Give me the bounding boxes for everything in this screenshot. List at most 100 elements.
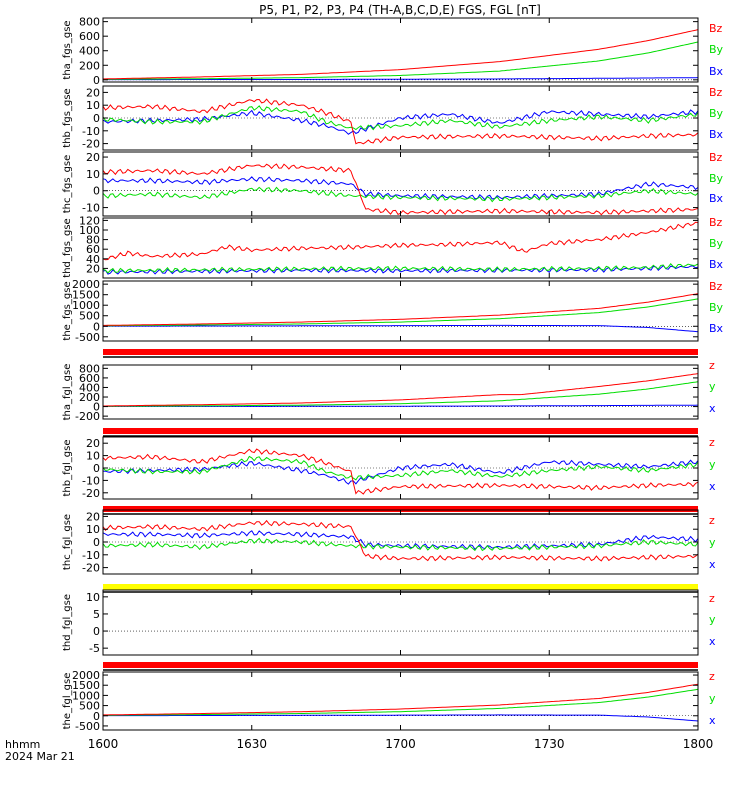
y-tick-label: 100	[79, 224, 100, 237]
y-tick-label: 800	[79, 16, 100, 29]
y-tick-label: 400	[79, 381, 100, 394]
y-tick-label: 600	[79, 372, 100, 385]
x-axis-label-hhmm: hhmm	[5, 738, 40, 751]
status-bar	[103, 506, 698, 512]
y-tick-label: 0	[93, 625, 100, 638]
y-axis-label: thb_fgs_gse	[62, 88, 73, 147]
y-tick-label: 0	[93, 536, 100, 549]
series-x-line	[102, 109, 699, 135]
series-y-line	[102, 537, 699, 552]
series-z-line	[102, 448, 699, 495]
y-tick-label: 10	[86, 450, 100, 463]
y-tick-label: 0	[93, 320, 100, 333]
legend-entry: Bz	[709, 216, 723, 229]
y-tick-label: 0	[93, 462, 100, 475]
panel-frame	[102, 17, 699, 83]
legend-entry: By	[709, 237, 724, 250]
legend-entry: Bx	[709, 65, 724, 78]
y-tick-label: 40	[86, 253, 100, 266]
y-axis-label: thc_fgl_gse	[62, 514, 73, 570]
legend-entry: By	[709, 301, 724, 314]
status-bar	[103, 349, 698, 355]
x-tick-label: 1730	[534, 737, 565, 751]
y-axis-label: tha_fgs_gse	[62, 20, 73, 79]
y-axis-label: tha_fgl_gse	[62, 364, 73, 421]
y-tick-label: 1000	[72, 689, 100, 702]
series-z-line	[103, 683, 699, 716]
legend-entry: x	[709, 480, 716, 493]
y-axis-label: the_fgs_gse	[62, 281, 73, 340]
series-y-line	[103, 41, 699, 80]
y-tick-label: -10	[82, 125, 100, 138]
series-y-line	[102, 186, 699, 203]
y-tick-label: 5	[93, 608, 100, 621]
y-tick-label: 600	[79, 30, 100, 43]
y-tick-label: 0	[93, 185, 100, 198]
y-tick-label: -20	[82, 562, 100, 575]
legend-entry: y	[709, 692, 716, 705]
series-x-line	[102, 264, 699, 275]
x-tick-label: 1700	[385, 737, 416, 751]
y-tick-label: 0	[93, 710, 100, 723]
y-axis-label: thd_fgs_gse	[62, 218, 73, 277]
series-x-line	[102, 459, 699, 485]
legend-entry: y	[709, 613, 716, 626]
legend-entry: Bx	[709, 128, 724, 141]
y-tick-label: 20	[86, 151, 100, 164]
series-y-line	[102, 105, 699, 131]
y-tick-label: 200	[79, 391, 100, 404]
panel-frame	[102, 589, 699, 656]
y-tick-label: 10	[86, 523, 100, 536]
series-x-line	[102, 176, 699, 201]
y-tick-label: -10	[82, 474, 100, 487]
legend-entry: Bx	[709, 322, 724, 335]
status-bar	[103, 662, 698, 668]
legend-entry: x	[709, 635, 716, 648]
series-y-line	[103, 688, 699, 716]
legend-entry: y	[709, 458, 716, 471]
panel-thc_fgs_gse: 20 10 0 -10 thc_fgs_gse Bz By Bx	[62, 151, 724, 217]
legend-entry: y	[709, 536, 716, 549]
series-z-line	[103, 373, 699, 407]
y-tick-label: 2000	[72, 278, 100, 291]
series-y-line	[102, 263, 699, 274]
x-tick-label: 1630	[236, 737, 267, 751]
legend-entry: z	[709, 670, 715, 683]
legend-entry: z	[709, 436, 715, 449]
y-tick-label: -20	[82, 487, 100, 500]
y-axis-label: thd_fgl_gse	[62, 594, 73, 651]
panel-frame	[102, 364, 699, 420]
y-tick-label: 20	[86, 437, 100, 450]
y-tick-label: 60	[86, 243, 100, 256]
y-axis-label: the_fgl_gse	[62, 673, 73, 730]
y-tick-label: -10	[82, 549, 100, 562]
y-tick-label: 10	[86, 591, 100, 604]
y-tick-label: 1500	[72, 289, 100, 302]
y-tick-label: 120	[79, 214, 100, 227]
legend-entry: z	[709, 514, 715, 527]
y-tick-label: 20	[86, 86, 100, 99]
y-tick-label: 1000	[72, 299, 100, 312]
legend-entry: By	[709, 107, 724, 120]
y-tick-label: 1500	[72, 679, 100, 692]
y-tick-label: 400	[79, 45, 100, 58]
legend-entry: Bz	[709, 86, 723, 99]
y-axis-label: thb_fgl_gse	[62, 440, 73, 497]
x-axis-label-date: 2024 Mar 21	[5, 750, 75, 763]
y-tick-label: 0	[93, 112, 100, 125]
series-z-line	[102, 98, 699, 145]
series-z-line	[103, 293, 699, 326]
series-z-line	[102, 221, 699, 261]
series-y-line	[103, 298, 699, 327]
chart-title: P5, P1, P2, P3, P4 (TH-A,B,C,D,E) FGS, F…	[259, 3, 541, 17]
legend-entry: x	[709, 402, 716, 415]
y-tick-label: 500	[79, 700, 100, 713]
y-tick-label: 80	[86, 234, 100, 247]
